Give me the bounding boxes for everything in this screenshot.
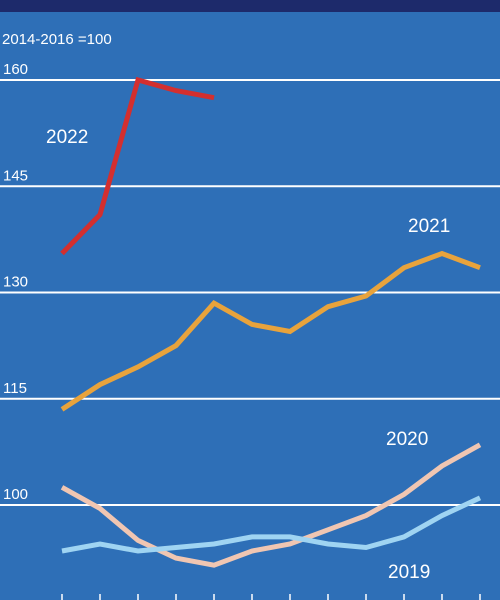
series-label-2020: 2020: [386, 429, 428, 450]
series-line-2020: [60, 442, 482, 568]
series-line-2019: [61, 495, 482, 554]
y-tick-label: 130: [3, 274, 28, 291]
y-tick-label: 160: [3, 61, 28, 78]
series-label-2019: 2019: [388, 562, 430, 583]
series-line-2022: [60, 76, 215, 256]
y-tick-label: 100: [3, 486, 28, 503]
series-line-2021: [60, 250, 481, 412]
unit-label: 2014-2016 =100: [2, 31, 112, 48]
series-label-2021: 2021: [408, 216, 450, 237]
top-bar: [0, 0, 500, 12]
series-label-2022: 2022: [46, 127, 88, 148]
y-tick-label: 145: [3, 167, 28, 184]
y-tick-label: 115: [3, 380, 27, 397]
